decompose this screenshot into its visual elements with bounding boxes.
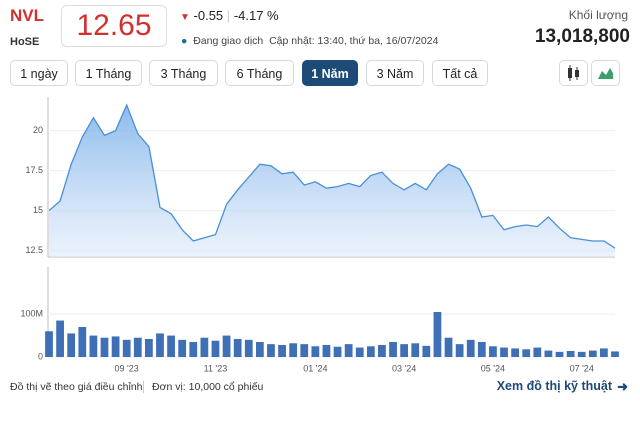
candle-button[interactable] [559, 60, 588, 86]
volume-bar [89, 335, 98, 357]
volume-bar [433, 312, 442, 357]
volume-bar [78, 327, 87, 357]
volume-bar [267, 344, 275, 357]
y-tick-label: 20 [33, 125, 43, 135]
area-icon [598, 68, 613, 79]
exchange: HoSE [10, 36, 40, 48]
volume-bar [255, 342, 264, 357]
volume-bar [67, 333, 76, 357]
ticker: NVL [10, 6, 44, 25]
price-area [49, 105, 615, 257]
x-tick-label: 05 '24 [481, 363, 505, 373]
status: Đang giao dịch [193, 35, 264, 47]
volume-bar [56, 320, 64, 357]
volume-bar [366, 346, 375, 357]
volume-bar [322, 345, 331, 357]
volume-bar [444, 337, 453, 357]
volume-bar [222, 335, 231, 357]
chart: 12.5 15 17.5 20 0 100M 09 '23 11 '23 01 '24 03 '2… [20, 97, 619, 373]
x-tick-label: 03 '24 [392, 363, 416, 373]
change-row: ▼ -0.55 | -4.17 % [180, 8, 279, 23]
volume-bar [189, 342, 198, 357]
volume: 13,018,800 [534, 26, 630, 47]
y-tick-label: 12.5 [25, 245, 43, 255]
volume-bar [544, 350, 553, 357]
range-button[interactable]: 1 Tháng [75, 60, 142, 86]
volume-bar [600, 348, 608, 357]
volume-bar [577, 351, 586, 357]
arrow-icon[interactable]: ➜ [617, 379, 628, 394]
area-button[interactable] [591, 60, 620, 86]
volume-bar [511, 348, 520, 357]
footer-unit: Đơn vị: 10,000 cổ phiếu [143, 381, 263, 393]
volume-bar [611, 351, 619, 357]
range-button[interactable]: 6 Tháng [225, 60, 294, 86]
x-tick-label: 01 '24 [303, 363, 327, 373]
change: -0.55 [193, 8, 224, 23]
x-tick-label: 11 '23 [204, 363, 228, 373]
footer-note: Đồ thị vẽ theo giá điều chỉnh [10, 381, 143, 393]
volume-bar [111, 336, 120, 357]
volume-bar [300, 344, 309, 357]
x-tick-label: 09 '23 [115, 363, 139, 373]
volume-bar [533, 347, 542, 357]
volume-bar [100, 337, 109, 357]
volume-bar [333, 346, 342, 357]
status-row: ● Đang giao dịch Cập nhật: 13:40, thứ ba… [181, 35, 439, 47]
range-button[interactable]: Tất cả [432, 60, 488, 86]
volume-bar [500, 347, 508, 357]
volume-bar [344, 344, 353, 357]
price-line [48, 103, 616, 249]
volume-bar [489, 346, 497, 357]
volume-bar [144, 339, 153, 357]
volume-bar [566, 351, 575, 357]
volume-bar [211, 340, 220, 357]
volume-bar [466, 339, 475, 357]
volume-bar [455, 344, 464, 357]
volume-bar [389, 342, 397, 357]
volume-bar [244, 339, 253, 357]
volume-bar [122, 339, 131, 357]
volume-bar [522, 349, 531, 357]
y-tick-label: 17.5 [25, 165, 43, 175]
updated: Cập nhật: 13:40, thứ ba, 16/07/2024 [269, 35, 439, 47]
volume-bar [311, 346, 320, 357]
volume-bar [133, 337, 142, 357]
y-tick-label: 15 [33, 205, 43, 215]
volume-bar [555, 351, 564, 357]
volume-label: Khối lượng [568, 8, 628, 22]
volume-bar [200, 337, 209, 357]
change-pct: -4.17 % [233, 8, 279, 23]
volume-bar [355, 347, 364, 357]
y-tick-label: 0 [38, 351, 43, 361]
volume-bar [477, 342, 486, 357]
volume-bar [278, 345, 286, 357]
range-button[interactable]: 3 Năm [366, 60, 424, 86]
volume-bar [411, 343, 420, 357]
y-tick-label: 100M [20, 309, 43, 319]
volume-bar [233, 339, 242, 357]
volume-bar [178, 339, 187, 357]
volume-bar [378, 345, 386, 357]
volume-bar [422, 345, 431, 357]
range-button[interactable]: 1 ngày [10, 60, 68, 86]
x-tick-label: 07 '24 [570, 363, 594, 373]
volume-bar [400, 344, 409, 357]
volume-bar [45, 331, 53, 357]
volume-bar [289, 343, 298, 357]
candle-icon [568, 65, 579, 81]
price: 12.65 [61, 5, 167, 47]
volume-bar [588, 350, 597, 357]
volume-bar [156, 333, 164, 357]
volume-bar [167, 335, 175, 357]
range-button[interactable]: 1 Năm [302, 60, 358, 86]
range-button[interactable]: 3 Tháng [149, 60, 218, 86]
technical-link[interactable]: Xem đồ thị kỹ thuật [496, 379, 612, 393]
